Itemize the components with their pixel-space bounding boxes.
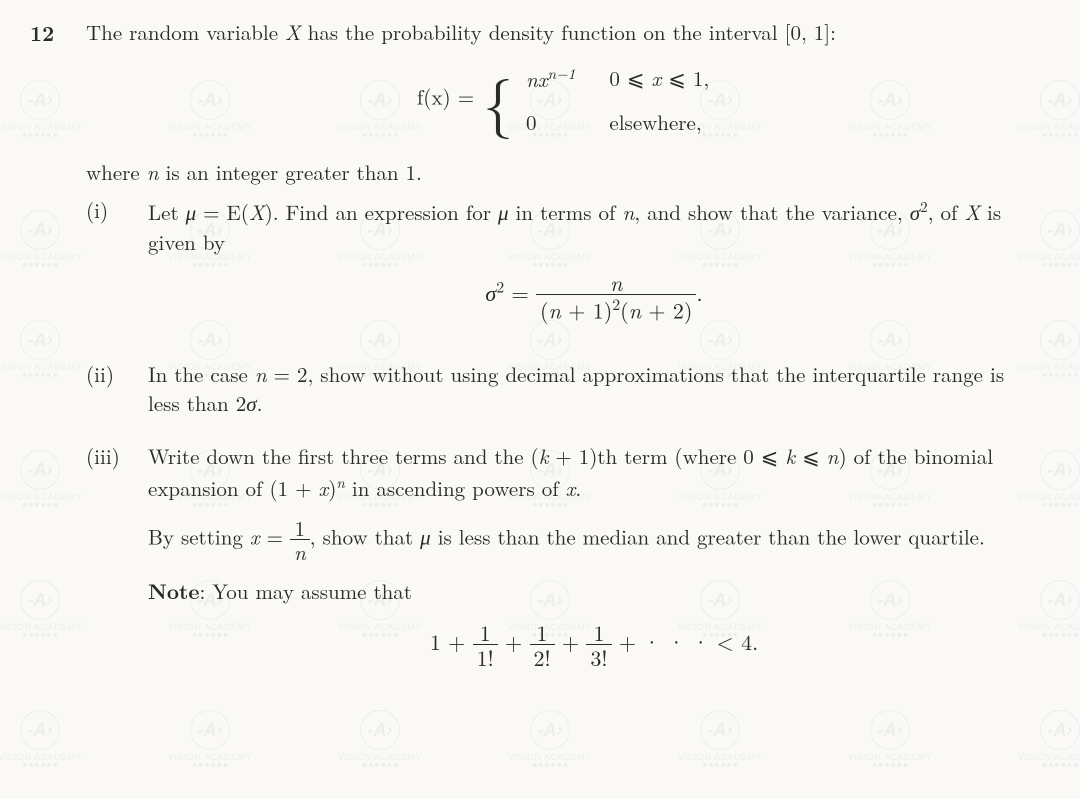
part-i-label: (i) [86, 196, 130, 335]
case2-expr: 0 [526, 108, 575, 136]
part-iii-body: Write down the first three terms and the… [148, 442, 1040, 682]
pdf-lhs: f(x) = [417, 82, 474, 112]
var-den: (n + 1)2(n + 2) [536, 294, 696, 321]
var-num: n [536, 271, 696, 294]
note-text: : You may assume that [199, 576, 412, 606]
case1-cond: 0 ⩽ x ⩽ 1, [609, 64, 709, 93]
series-inequality: 1 + 11! + 12! + 13! + · · · < 4. [148, 621, 1040, 669]
pdf-equation: f(x) = { nxn−1 0 ⩽ x ⩽ 1, 0 elsewhere, [86, 64, 1040, 136]
variance-equation: σ2 = n (n + 1)2(n + 2) . [148, 271, 1040, 322]
part-iii-text2: By setting x = 1 n , show that μ is less… [148, 517, 1040, 563]
question-number: 12 [30, 18, 60, 48]
part-ii: (ii) In the case n = 2, show without usi… [86, 360, 1040, 419]
part-iii: (iii) Write down the first three terms a… [86, 442, 1040, 682]
question-page: 12 The random variable X has the probabi… [0, 0, 1080, 727]
var-lhs-sup: 2 [496, 275, 504, 298]
variance-fraction: n (n + 1)2(n + 2) [536, 271, 696, 322]
case2-cond: elsewhere, [609, 108, 709, 136]
part-ii-label: (ii) [86, 360, 130, 419]
piecewise-cases: nxn−1 0 ⩽ x ⩽ 1, 0 elsewhere, [526, 64, 709, 136]
sigma-sq-sup: 2 [920, 196, 928, 217]
x-frac-den: n [290, 539, 310, 563]
part-iii-label: (iii) [86, 442, 130, 682]
series-term1: 11! [473, 621, 498, 669]
var-period: . [696, 277, 702, 308]
series-lead: 1 + [430, 626, 473, 657]
part-iii-note: Note: You may assume that [148, 577, 1040, 606]
series-term3: 13! [586, 621, 611, 669]
series-tail: + · · · < 4. [619, 626, 758, 657]
part-i: (i) Let μ = E(X). Find an expression for… [86, 196, 1040, 335]
part-i-body: Let μ = E(X). Find an expression for μ i… [148, 196, 1040, 335]
parts-list: (i) Let μ = E(X). Find an expression for… [86, 196, 1040, 683]
question-body: The random variable X has the probabilit… [86, 18, 1040, 707]
part-i-text: Let μ = E(X). Find an expression for μ i… [148, 196, 1040, 257]
question-row: 12 The random variable X has the probabi… [30, 18, 1040, 707]
case1-expr: nxn−1 [526, 64, 575, 93]
intro-text: The random variable X has the probabilit… [86, 18, 1040, 46]
left-brace: { [483, 73, 513, 127]
series-term2: 12! [530, 621, 555, 669]
part-ii-body: In the case n = 2, show without using de… [148, 360, 1040, 419]
note-label: Note [148, 576, 199, 606]
var-X: X [285, 17, 301, 47]
binom-exp: n [336, 472, 345, 493]
eq-sign: = [512, 277, 536, 308]
x-frac-num: 1 [290, 517, 310, 539]
where-line: where n is an integer greater than 1. [86, 158, 1040, 186]
x-frac: 1 n [290, 517, 310, 563]
var-lhs: σ [485, 277, 496, 308]
part-iii-text1: Write down the first three terms and the… [148, 442, 1040, 503]
